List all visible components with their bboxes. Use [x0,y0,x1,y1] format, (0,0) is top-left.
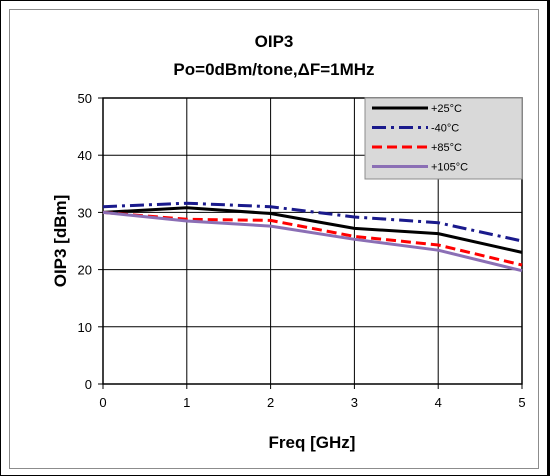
y-tick-label: 20 [78,263,92,278]
legend-label: +85°C [431,142,462,154]
x-tick-label: 2 [267,395,274,410]
y-tick-labels: 0 10 20 30 40 50 [78,91,92,392]
x-tick-labels: 0 1 2 3 4 5 [99,395,525,410]
x-tick-label: 0 [99,395,106,410]
legend-label: +105°C [431,162,468,174]
y-tick-label: 30 [78,205,92,220]
series-line [102,210,523,273]
series-line [102,206,523,254]
series-line [102,201,523,243]
series-lines [102,201,523,273]
y-tick-label: 40 [78,148,92,163]
y-tick-label: 50 [78,91,92,106]
y-tick-label: 10 [78,320,92,335]
x-tick-label: 1 [183,395,190,410]
y-axis-label: OIP3 [dBm] [51,195,70,288]
series-line [102,210,523,267]
figure-inner-border [9,9,539,469]
x-tick-label: 4 [435,395,442,410]
legend: +25°C -40°C +85°C +105°C [364,97,523,180]
plot-area-border [102,97,523,385]
legend-label: +25°C [431,103,462,115]
chart-title: OIP3 [255,32,294,51]
x-tick-label: 5 [518,395,525,410]
y-tick-label: 0 [85,377,92,392]
legend-label: -40°C [431,123,459,135]
chart-subtitle: Po=0dBm/tone,ΔF=1MHz [173,60,374,79]
x-tick-label: 3 [351,395,358,410]
x-axis-label: Freq [GHz] [269,433,356,452]
